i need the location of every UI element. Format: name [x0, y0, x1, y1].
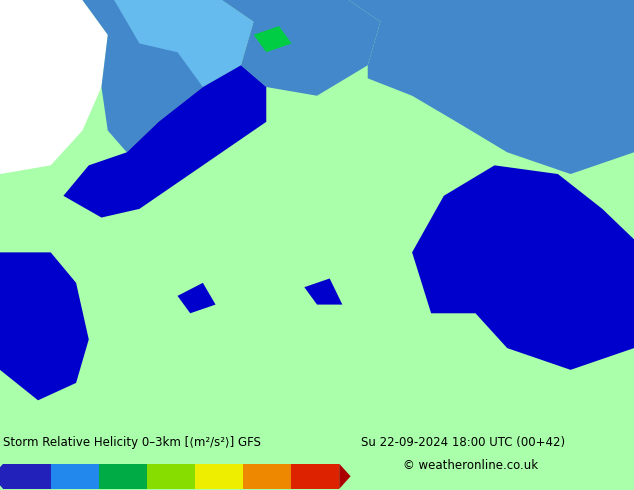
- Polygon shape: [412, 165, 634, 370]
- Bar: [51, 464, 99, 489]
- Bar: [99, 464, 147, 489]
- Polygon shape: [254, 26, 292, 52]
- Polygon shape: [82, 0, 222, 152]
- Polygon shape: [0, 464, 3, 489]
- Polygon shape: [304, 278, 342, 305]
- Text: Su 22-09-2024 18:00 UTC (00+42): Su 22-09-2024 18:00 UTC (00+42): [361, 436, 566, 449]
- Polygon shape: [114, 174, 431, 435]
- Polygon shape: [0, 165, 139, 435]
- Polygon shape: [63, 65, 266, 218]
- Bar: [3, 464, 51, 489]
- Polygon shape: [178, 283, 216, 313]
- Text: Storm Relative Helicity 0–3km [⟨m²/s²⟩] GFS: Storm Relative Helicity 0–3km [⟨m²/s²⟩] …: [3, 436, 261, 449]
- Polygon shape: [114, 0, 254, 87]
- Bar: [147, 464, 195, 489]
- Polygon shape: [393, 296, 520, 435]
- Polygon shape: [0, 252, 89, 400]
- Bar: [291, 464, 339, 489]
- Bar: [243, 464, 291, 489]
- Polygon shape: [339, 464, 351, 489]
- Bar: [195, 464, 243, 489]
- Polygon shape: [0, 0, 108, 174]
- Polygon shape: [349, 0, 634, 174]
- Text: © weatheronline.co.uk: © weatheronline.co.uk: [403, 459, 538, 472]
- Polygon shape: [222, 0, 380, 96]
